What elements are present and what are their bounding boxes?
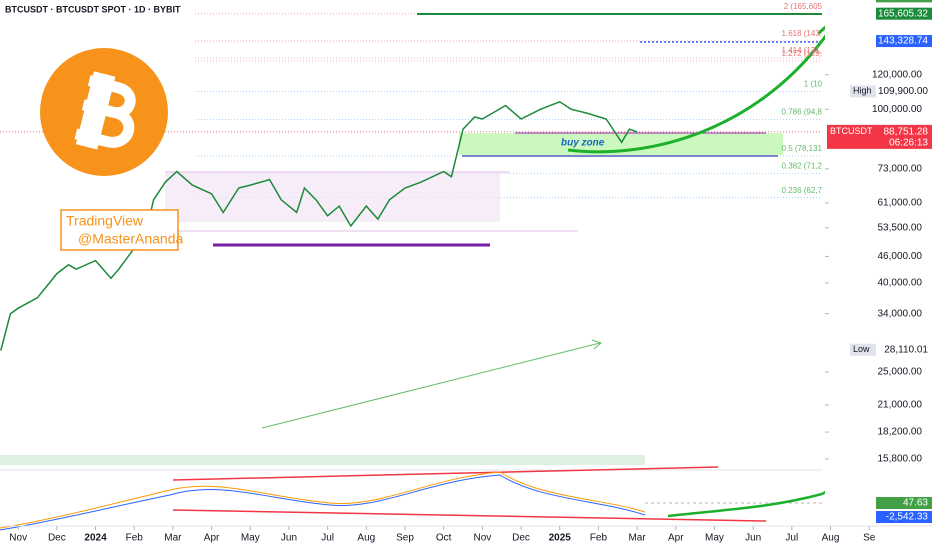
watermark: @MasterAnanda <box>78 231 183 247</box>
price-axis <box>825 0 932 550</box>
y-tick-label: 120,000.00 <box>872 69 922 80</box>
fib-label: 0.382 (71,2 <box>782 162 823 171</box>
y-tick-label: 25,000.00 <box>878 367 923 378</box>
buy-zone <box>459 133 783 155</box>
price-tag-label: 165,605.32 <box>878 8 928 19</box>
x-tick-label: Nov <box>473 533 491 544</box>
price-tag-label: 88,751.28 <box>884 127 929 138</box>
x-tick-label: Sep <box>396 533 414 544</box>
price-line <box>0 100 638 351</box>
price-tag-key: BTCUSDT <box>830 126 873 136</box>
projection-arrow <box>667 488 840 518</box>
x-tick-label: Jul <box>785 533 798 544</box>
price-tag-label: 28,110.01 <box>884 344 928 355</box>
chart-title: BTCUSDT · BTCUSDT SPOT · 1D · BYBIT <box>5 4 181 14</box>
y-tick-label: 34,000.00 <box>878 308 923 319</box>
x-tick-label: May <box>241 533 260 544</box>
x-tick-label: Apr <box>204 533 220 544</box>
price-tag-label: 181,467.18 <box>878 0 928 2</box>
price-tag-key <box>850 85 876 98</box>
osc-tag <box>876 511 932 523</box>
y-tick-label: 46,000.00 <box>878 251 923 262</box>
fib-label: 2 (165,605 <box>784 2 823 11</box>
osc-signal <box>0 471 646 529</box>
bitcoin-logo <box>40 48 168 176</box>
osc-line <box>172 509 767 522</box>
x-tick-label: Jun <box>281 533 297 544</box>
osc-tag-label: 47.63 <box>903 498 928 509</box>
x-tick-label: Feb <box>590 533 608 544</box>
x-tick-label: Aug <box>357 533 375 544</box>
trend-arrow <box>591 339 602 350</box>
x-tick-label: Aug <box>822 533 840 544</box>
x-tick-label: Nov <box>9 533 27 544</box>
y-tick-label: 15,800.00 <box>878 454 923 465</box>
osc-tag-label: -2,542.33 <box>886 512 929 523</box>
price-tag-label: 109,900.00 <box>878 86 928 97</box>
price-tag-label: 143,328.74 <box>878 36 928 47</box>
x-tick-label: Jul <box>321 533 334 544</box>
price-tag-key <box>850 343 876 356</box>
fib-label: 1.618 (143, <box>782 29 822 38</box>
x-tick-label: Apr <box>668 533 684 544</box>
x-tick-label: 2024 <box>84 533 107 544</box>
countdown: 06:26:13 <box>889 138 928 149</box>
fib-label: 1.272 (129, <box>782 49 822 58</box>
price-tag <box>876 35 932 48</box>
y-tick-label: 61,000.00 <box>878 198 923 209</box>
price-tag <box>827 124 932 149</box>
y-tick-label: 18,200.00 <box>878 427 923 438</box>
osc-line <box>172 466 719 481</box>
y-tick-label: 100,000.00 <box>872 104 922 115</box>
fib-label: 1 (10 <box>804 79 823 88</box>
y-tick-label: 73,000.00 <box>878 164 923 175</box>
fib-label: 0.236 (62,7 <box>782 186 823 195</box>
fib-label: 1.414 (131, <box>782 46 822 55</box>
y-tick-label: 53,500.00 <box>878 222 923 233</box>
price-tag <box>876 0 932 3</box>
watermark: TradingView <box>66 213 144 229</box>
fib-label: 0.786 (94,8 <box>782 107 823 116</box>
projection-arrow <box>567 29 832 154</box>
x-tick-label: Feb <box>126 533 144 544</box>
price-tag <box>876 7 932 20</box>
x-tick-label: May <box>705 533 724 544</box>
x-tick-label: Se <box>863 533 876 544</box>
watermark-box <box>60 209 179 251</box>
y-tick-label: 40,000.00 <box>878 278 923 289</box>
fib-label: 0.5 (78,131 <box>782 144 823 153</box>
range-box <box>165 172 500 222</box>
x-tick-label: Dec <box>48 533 66 544</box>
price-tag-key: Low <box>853 344 870 354</box>
osc-signal <box>0 474 646 531</box>
price-tag-key: High <box>853 86 872 96</box>
x-tick-label: Mar <box>628 533 646 544</box>
volume-area <box>0 455 645 465</box>
annotation: buy zone <box>561 138 605 149</box>
x-tick-label: Mar <box>164 533 182 544</box>
x-tick-label: Oct <box>436 533 452 544</box>
trend-arrow <box>261 342 601 429</box>
y-tick-label: 21,000.00 <box>878 400 923 411</box>
x-tick-label: Jun <box>745 533 761 544</box>
osc-tag <box>876 497 932 509</box>
x-tick-label: Dec <box>512 533 530 544</box>
x-tick-label: 2025 <box>549 533 572 544</box>
